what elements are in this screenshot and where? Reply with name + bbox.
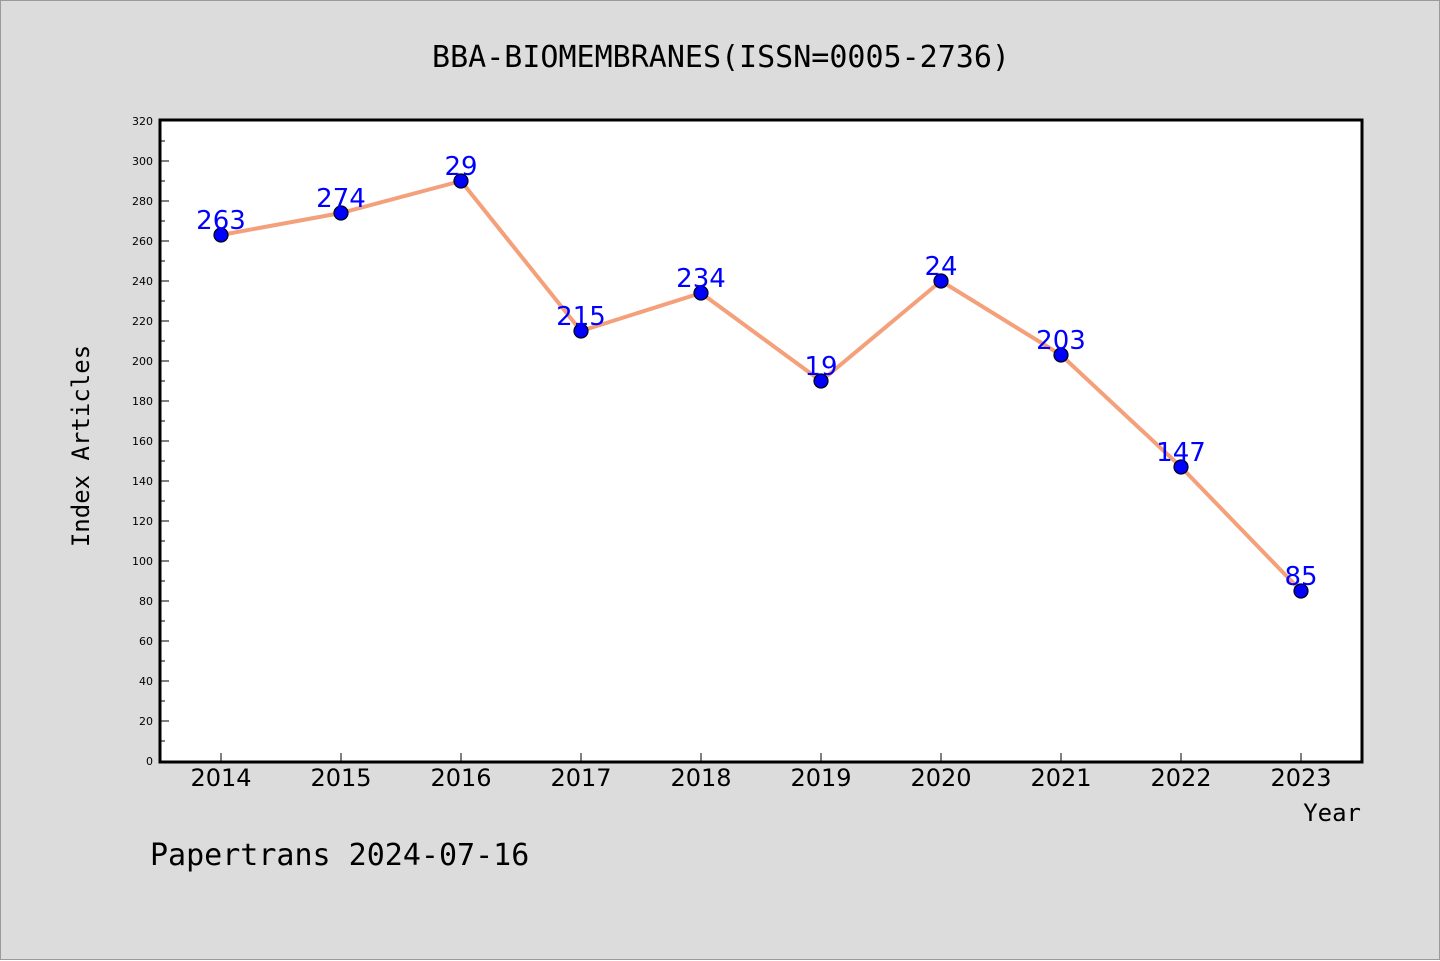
x-tick-label: 2015: [310, 764, 371, 792]
x-axis: 2014 2015 2016 2017 2018 2019 2020 2021 2022 2023: [190, 753, 1332, 792]
data-label: 24: [924, 252, 957, 282]
data-point: [1293, 583, 1309, 599]
y-tick-label: 0: [146, 755, 153, 768]
y-axis: 0 20 40 60 80 100 120 140 160 180 200 220 240 260 280 3…: [132, 115, 169, 768]
data-label: 215: [556, 302, 606, 332]
data-point: [1173, 459, 1189, 475]
y-tick-label: 20: [139, 715, 153, 728]
data-point: [1053, 347, 1069, 363]
x-tick-label: 2014: [190, 764, 251, 792]
data-labels-layer: 263 274 29 215 234 19 24 203 147 85: [196, 152, 1317, 592]
data-points-layer: [213, 173, 1309, 599]
data-label: 19: [804, 352, 837, 382]
x-tick-label: 2018: [670, 764, 731, 792]
y-tick-label: 220: [132, 315, 153, 328]
series-line: [220, 179, 1303, 593]
x-axis-title: Year: [1303, 799, 1361, 827]
data-label: 147: [1156, 438, 1206, 468]
x-tick-label: 2019: [790, 764, 851, 792]
y-tick-label: 280: [132, 195, 153, 208]
data-label: 234: [676, 264, 726, 294]
plot-area: [158, 118, 1364, 764]
footer-source-date: Papertrans 2024-07-16: [150, 838, 529, 873]
data-label: 85: [1284, 562, 1317, 592]
y-tick-label: 60: [139, 635, 153, 648]
x-tick-label: 2021: [1030, 764, 1091, 792]
series-line-layer: [220, 179, 1303, 593]
data-label: 263: [196, 206, 246, 236]
x-tick-label: 2016: [430, 764, 491, 792]
y-tick-label: 200: [132, 355, 153, 368]
data-point: [333, 205, 349, 221]
x-tick-label: 2022: [1150, 764, 1211, 792]
y-tick-label: 320: [132, 115, 153, 128]
data-point: [213, 227, 229, 243]
data-point: [693, 285, 709, 301]
x-tick-label: 2020: [910, 764, 971, 792]
data-label: 203: [1036, 326, 1086, 356]
y-tick-label: 260: [132, 235, 153, 248]
y-axis-title: Index Articles: [67, 345, 95, 547]
y-tick-label: 300: [132, 155, 153, 168]
y-tick-label: 180: [132, 395, 153, 408]
y-tick-label: 160: [132, 435, 153, 448]
data-point: [453, 173, 469, 189]
chart-title: BBA-BIOMEMBRANES(ISSN=0005-2736): [432, 40, 1010, 75]
x-tick-label: 2023: [1270, 764, 1331, 792]
x-tick-label: 2017: [550, 764, 611, 792]
y-tick-label: 240: [132, 275, 153, 288]
y-tick-label: 120: [132, 515, 153, 528]
y-tick-label: 100: [132, 555, 153, 568]
data-point: [933, 273, 949, 289]
data-point: [813, 373, 829, 389]
data-point: [573, 323, 589, 339]
data-label: 29: [444, 152, 477, 182]
y-tick-label: 140: [132, 475, 153, 488]
y-tick-label: 80: [139, 595, 153, 608]
y-tick-label: 40: [139, 675, 153, 688]
data-label: 274: [316, 184, 366, 214]
